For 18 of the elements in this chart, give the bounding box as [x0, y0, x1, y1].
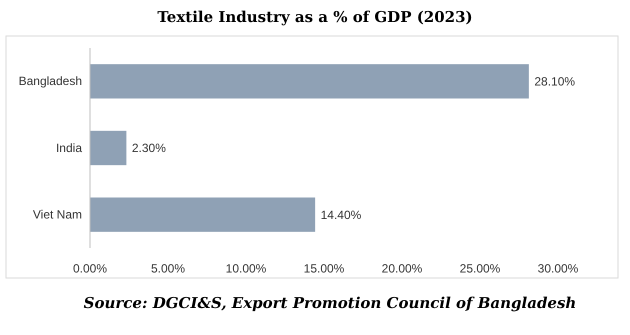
x-tick-label: 30.00% — [538, 262, 579, 276]
bar — [90, 64, 529, 98]
bar — [90, 198, 316, 232]
data-label: 28.10% — [534, 74, 576, 89]
x-tick-label: 20.00% — [382, 262, 423, 276]
x-tick-label: 25.00% — [460, 262, 501, 276]
x-tick-label: 10.00% — [226, 262, 267, 276]
x-tick-label: 15.00% — [304, 262, 345, 276]
source-note: Source: DGCI&S, Export Promotion Council of Bangladesh — [84, 294, 576, 312]
chart-title: Textile Industry as a % of GDP (2023) — [157, 8, 473, 26]
bar — [90, 130, 126, 166]
x-tick-label: 5.00% — [150, 262, 186, 276]
data-label: 14.40% — [320, 208, 362, 222]
y-tick-label: Viet Nam — [32, 208, 82, 222]
y-tick-label: India — [56, 140, 82, 155]
x-tick-label: 0.00% — [72, 262, 108, 276]
data-label: 2.30% — [132, 141, 166, 156]
y-tick-label: Bangladesh — [18, 74, 82, 88]
